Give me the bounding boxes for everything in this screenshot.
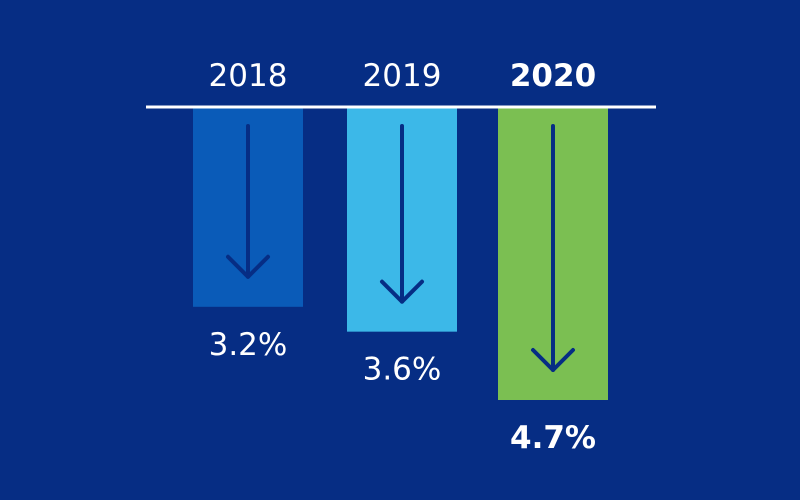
year-label-2018: 2018 [209,58,288,94]
value-label-2020: 4.7% [510,420,596,456]
down-arrow-icon [531,124,575,372]
year-label-2020: 2020 [510,58,596,94]
down-arrow-icon [226,124,270,279]
value-label-2019: 3.6% [363,352,442,388]
labels-layer: 2018 3.2% 2019 3.6% 2020 4.7% [209,58,597,456]
year-label-2019: 2019 [363,58,442,94]
bars-layer [193,108,608,400]
value-label-2018: 3.2% [209,327,288,363]
down-arrow-icon [380,124,424,304]
